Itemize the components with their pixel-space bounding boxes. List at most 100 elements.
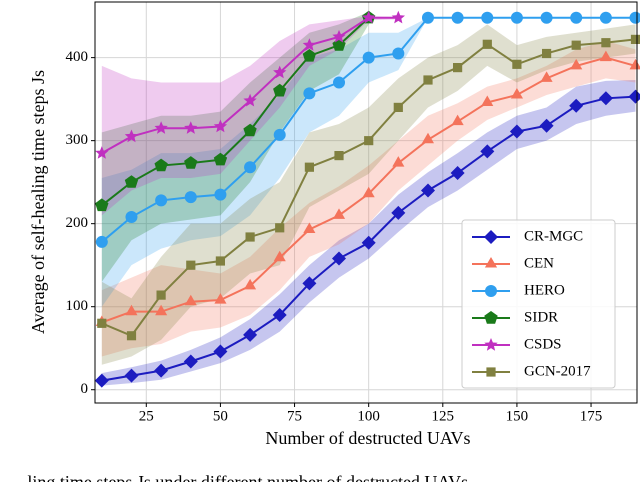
marker bbox=[540, 71, 553, 82]
marker bbox=[512, 59, 522, 69]
marker bbox=[480, 144, 495, 159]
marker bbox=[453, 63, 463, 73]
marker bbox=[184, 156, 198, 169]
legend-label: SIDR bbox=[524, 309, 558, 325]
marker bbox=[451, 11, 464, 24]
marker bbox=[485, 285, 497, 297]
marker bbox=[97, 318, 107, 328]
marker bbox=[156, 290, 166, 300]
marker bbox=[125, 211, 138, 224]
confidence-band bbox=[101, 16, 399, 216]
x-tick-label: 100 bbox=[357, 408, 380, 424]
marker bbox=[302, 49, 316, 62]
marker bbox=[629, 11, 640, 24]
marker bbox=[332, 29, 346, 43]
marker bbox=[364, 136, 374, 146]
marker bbox=[154, 158, 168, 172]
marker bbox=[275, 223, 285, 233]
x-tick-label: 25 bbox=[139, 408, 154, 424]
marker bbox=[484, 338, 498, 351]
marker bbox=[510, 11, 523, 24]
y-tick-label: 0 bbox=[81, 381, 89, 397]
series-line bbox=[101, 17, 370, 207]
marker bbox=[302, 276, 317, 291]
marker bbox=[486, 367, 496, 377]
marker bbox=[421, 11, 434, 24]
marker bbox=[186, 260, 196, 270]
marker bbox=[215, 256, 225, 266]
marker bbox=[570, 58, 583, 70]
marker bbox=[155, 194, 168, 207]
marker bbox=[214, 293, 227, 304]
marker bbox=[393, 102, 403, 112]
marker bbox=[184, 121, 198, 134]
marker bbox=[392, 156, 405, 167]
marker bbox=[542, 48, 552, 59]
legend-label: GCN-2017 bbox=[524, 363, 591, 379]
marker bbox=[509, 124, 524, 139]
marker bbox=[481, 11, 494, 24]
y-axis-label: Average of self-healing time steps Js bbox=[28, 70, 48, 334]
confidence-band bbox=[101, 24, 636, 365]
marker bbox=[484, 311, 498, 324]
marker bbox=[332, 251, 346, 266]
marker bbox=[126, 331, 137, 341]
marker bbox=[184, 191, 197, 204]
marker bbox=[570, 11, 583, 24]
x-tick-label: 150 bbox=[506, 408, 529, 424]
x-tick-label: 125 bbox=[432, 408, 455, 424]
marker bbox=[539, 118, 554, 133]
marker bbox=[95, 146, 109, 159]
x-tick-label: 50 bbox=[213, 408, 228, 424]
x-tick-label: 175 bbox=[580, 408, 603, 424]
marker bbox=[423, 75, 433, 85]
marker bbox=[243, 123, 257, 137]
legend: CR-MGC CEN HERO SIDR CSDS GCN-2017 bbox=[461, 219, 616, 389]
legend-label: HERO bbox=[524, 282, 565, 298]
marker bbox=[273, 83, 287, 97]
marker bbox=[124, 129, 139, 143]
marker bbox=[245, 232, 255, 242]
y-tick-label: 300 bbox=[66, 132, 89, 148]
marker bbox=[361, 235, 376, 250]
marker bbox=[421, 132, 434, 144]
confidence-band bbox=[101, 41, 636, 357]
marker bbox=[243, 327, 258, 342]
x-tick-label: 75 bbox=[287, 408, 302, 424]
marker bbox=[481, 95, 494, 106]
marker bbox=[451, 114, 464, 126]
marker bbox=[362, 10, 376, 24]
marker bbox=[630, 34, 640, 44]
marker bbox=[540, 11, 553, 24]
marker bbox=[273, 65, 287, 79]
caption: ling time steps Js under different numbe… bbox=[27, 472, 472, 482]
marker bbox=[599, 11, 612, 24]
marker bbox=[154, 363, 169, 378]
marker bbox=[94, 373, 109, 388]
marker bbox=[482, 39, 492, 49]
x-axis-label: Number of destructed UAVs bbox=[265, 428, 470, 448]
confidence-band bbox=[101, 80, 636, 386]
marker bbox=[391, 205, 406, 220]
marker bbox=[362, 186, 375, 198]
marker bbox=[214, 188, 227, 201]
marker bbox=[95, 198, 109, 212]
legend-label: CEN bbox=[524, 255, 554, 271]
marker bbox=[213, 119, 228, 133]
marker bbox=[302, 38, 316, 51]
marker bbox=[334, 151, 344, 161]
marker bbox=[601, 38, 611, 48]
marker bbox=[421, 183, 435, 198]
marker bbox=[450, 166, 465, 180]
marker bbox=[155, 304, 168, 316]
marker bbox=[213, 152, 228, 166]
marker bbox=[304, 162, 314, 172]
marker bbox=[484, 230, 498, 244]
y-tick-label: 100 bbox=[66, 298, 89, 314]
marker bbox=[124, 368, 139, 383]
marker bbox=[273, 250, 286, 262]
marker bbox=[598, 91, 613, 106]
marker bbox=[213, 344, 228, 359]
marker bbox=[484, 257, 498, 268]
